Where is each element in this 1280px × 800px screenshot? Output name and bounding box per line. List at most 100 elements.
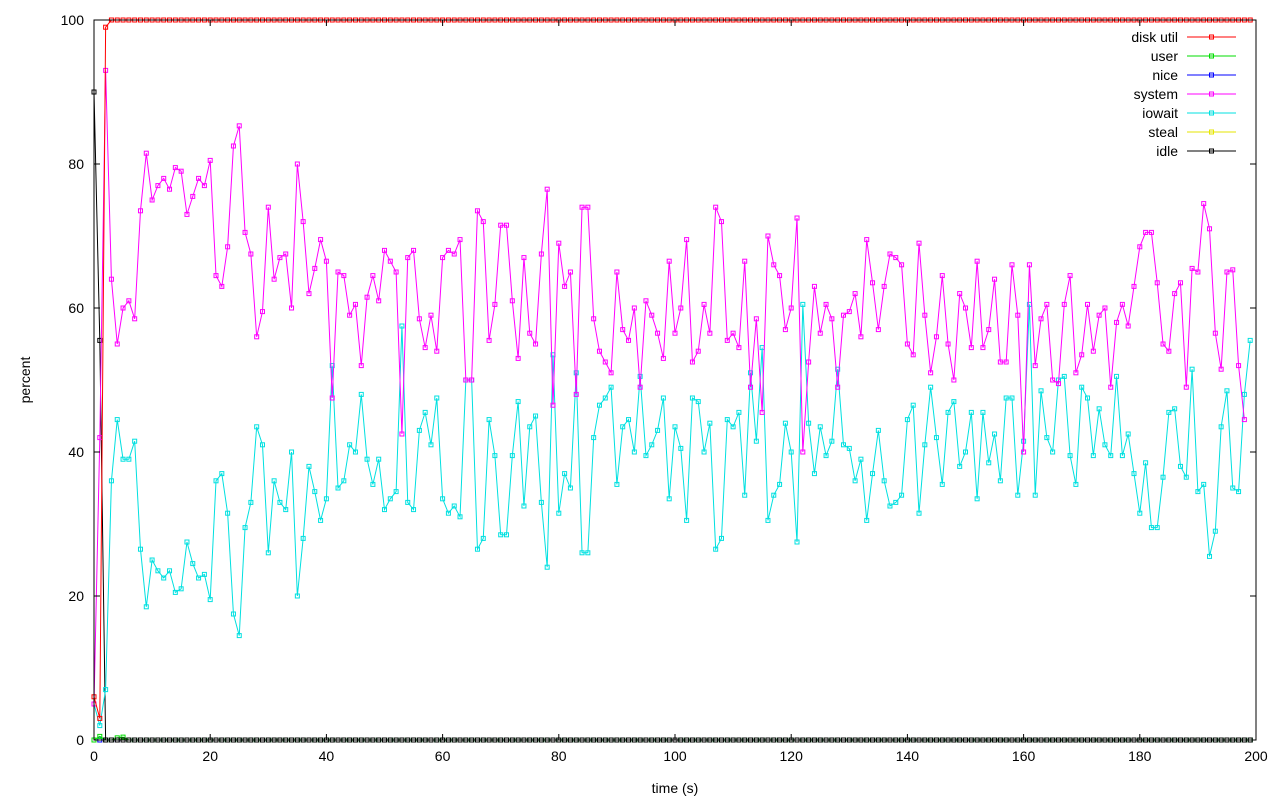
data-point (544, 564, 550, 570)
data-point (1079, 352, 1085, 358)
data-point (1183, 384, 1189, 390)
data-point (957, 291, 963, 297)
data-point (1061, 301, 1067, 307)
series-disk-util (91, 17, 1253, 721)
data-point (474, 208, 480, 214)
data-point (1137, 510, 1143, 516)
data-point (230, 611, 236, 617)
data-point (591, 435, 597, 441)
data-point (527, 330, 533, 336)
data-point (469, 377, 475, 383)
data-point (707, 330, 713, 336)
data-point (875, 427, 881, 433)
data-point (1044, 435, 1050, 441)
data-point (759, 409, 765, 415)
data-point (986, 327, 992, 333)
y-tick-label: 80 (68, 156, 84, 172)
x-tick-label: 60 (435, 748, 451, 764)
data-point (567, 485, 573, 491)
data-point (312, 489, 318, 495)
data-point (753, 438, 759, 444)
data-point (829, 316, 835, 322)
data-point (132, 316, 138, 322)
legend-item: iowait (1142, 105, 1236, 121)
data-point (120, 305, 126, 311)
data-point (504, 532, 510, 538)
y-axis-title: percent (17, 357, 33, 404)
data-point (887, 251, 893, 257)
data-point (1201, 201, 1207, 207)
data-point (817, 424, 823, 430)
data-point (1073, 481, 1079, 487)
data-point (376, 456, 382, 462)
y-tick-label: 0 (76, 732, 84, 748)
data-point (254, 424, 260, 430)
data-point (271, 276, 277, 282)
data-point (515, 355, 521, 361)
data-point (713, 204, 719, 210)
data-point (277, 255, 283, 261)
data-point (521, 255, 527, 261)
data-point (533, 413, 539, 419)
data-point (306, 463, 312, 469)
data-point (1015, 492, 1021, 498)
data-point (992, 276, 998, 282)
data-point (352, 449, 358, 455)
data-point (1224, 269, 1230, 275)
data-point (980, 345, 986, 351)
legend-marker (1209, 91, 1214, 97)
data-point (910, 352, 916, 358)
data-point (904, 417, 910, 423)
data-point (904, 341, 910, 347)
data-point (538, 251, 544, 257)
data-point (329, 363, 335, 369)
data-point (591, 316, 597, 322)
data-point (765, 233, 771, 239)
data-point (695, 348, 701, 354)
data-point (411, 247, 417, 253)
axis-tick-labels: 0 20 40 60 80 100 120 140 160 180 200 0 20 40 60 80 100 (61, 12, 1268, 764)
legend-marker (1209, 129, 1214, 135)
data-point (1143, 460, 1149, 466)
x-tick-label: 100 (663, 748, 687, 764)
x-axis-title: time (s) (652, 780, 699, 796)
data-point (457, 514, 463, 520)
data-point (120, 734, 126, 740)
data-point (103, 24, 109, 30)
data-point (1230, 485, 1236, 491)
data-point (1102, 305, 1108, 311)
data-point (1241, 391, 1247, 397)
data-point (178, 586, 184, 592)
data-point (655, 330, 661, 336)
data-point (504, 222, 510, 228)
data-point (329, 395, 335, 401)
data-point (602, 395, 608, 401)
data-point (666, 258, 672, 264)
data-point (254, 334, 260, 340)
legend-label: disk util (1131, 29, 1178, 45)
data-point (806, 359, 812, 365)
data-point (643, 453, 649, 459)
legend-item: system (1134, 86, 1236, 102)
x-tick-label: 160 (1012, 748, 1036, 764)
data-point (509, 298, 515, 304)
data-point (608, 370, 614, 376)
data-point (875, 327, 881, 333)
data-point (1102, 442, 1108, 448)
y-tick-label: 60 (68, 300, 84, 316)
data-point (1154, 525, 1160, 531)
data-point (527, 424, 533, 430)
x-tick-label: 200 (1244, 748, 1268, 764)
data-point (963, 305, 968, 311)
data-point (509, 453, 515, 459)
data-point (358, 363, 364, 369)
data-point (289, 305, 295, 311)
data-point (678, 305, 684, 311)
data-point (213, 478, 219, 484)
data-point (1212, 528, 1218, 534)
x-tick-label: 0 (90, 748, 98, 764)
data-point (928, 384, 934, 390)
data-point (370, 481, 376, 487)
y-tick-label: 100 (61, 12, 85, 28)
data-point (899, 492, 905, 498)
